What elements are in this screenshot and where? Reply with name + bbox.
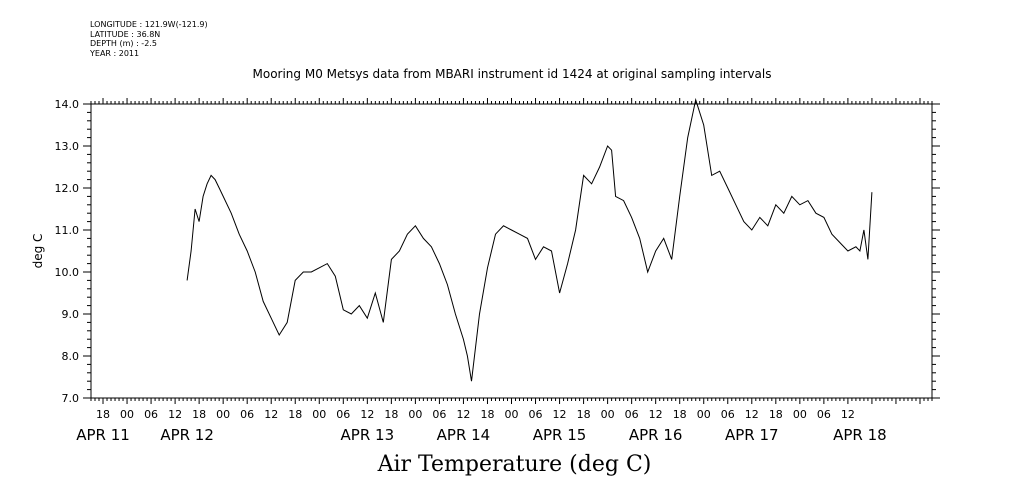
x-tick-label: 00 <box>312 408 326 421</box>
x-tick-label: 00 <box>697 408 711 421</box>
x-tick-label: 00 <box>120 408 134 421</box>
date-label: APR 16 <box>629 426 683 444</box>
y-tick-labels: 7.0 8.0 9.0 10.0 11.0 12.0 13.0 14.0 <box>55 98 80 405</box>
date-label: APR 12 <box>160 426 214 444</box>
date-label: APR 15 <box>533 426 587 444</box>
x-tick-label: 00 <box>793 408 807 421</box>
x-tick-label: 06 <box>432 408 446 421</box>
date-label: APR 11 <box>76 426 130 444</box>
depth-text: DEPTH (m) : -2.5 <box>90 39 157 48</box>
x-tick-label: 18 <box>577 408 591 421</box>
y-tick-label: 14.0 <box>55 98 80 111</box>
x-tick-label: 12 <box>456 408 470 421</box>
x-tick-label: 12 <box>360 408 374 421</box>
air-temperature-line <box>186 97 873 382</box>
y-tick-label: 9.0 <box>62 308 80 321</box>
date-label: APR 17 <box>725 426 779 444</box>
x-tick-label: 06 <box>625 408 639 421</box>
x-tick-label: 12 <box>841 408 855 421</box>
x-tick-label: 18 <box>96 408 110 421</box>
date-labels: APR 11 APR 12 APR 13 APR 14 APR 15 APR 16 APR … <box>76 426 886 444</box>
x-tick-label: 18 <box>769 408 783 421</box>
y-axis-label: deg C <box>31 234 45 269</box>
date-label: APR 14 <box>437 426 491 444</box>
x-tick-label: 00 <box>216 408 230 421</box>
x-tick-label: 12 <box>649 408 663 421</box>
metadata-block: LONGITUDE : 121.9W(-121.9) LATITUDE : 36… <box>90 20 208 58</box>
x-tick-label: 18 <box>288 408 302 421</box>
x-tick-label: 06 <box>144 408 158 421</box>
x-tick-label: 06 <box>721 408 735 421</box>
x-tick-label: 18 <box>673 408 687 421</box>
x-tick-label: 18 <box>480 408 494 421</box>
x-tick-label: 12 <box>553 408 567 421</box>
date-label: APR 18 <box>833 426 887 444</box>
x-tick-label: 06 <box>529 408 543 421</box>
y-tick-label: 7.0 <box>62 392 80 405</box>
chart-title: Mooring M0 Metsys data from MBARI instru… <box>252 67 772 81</box>
y-tick-label: 10.0 <box>55 266 80 279</box>
y-tick-label: 8.0 <box>62 350 80 363</box>
x-tick-label: 00 <box>601 408 615 421</box>
y-tick-label: 13.0 <box>55 140 80 153</box>
x-tick-label: 12 <box>264 408 278 421</box>
x-tick-label: 18 <box>384 408 398 421</box>
x-tick-labels: 18 00 06 12 18 00 06 12 18 00 06 12 18 00 06 12 18 00 06 12… <box>96 408 855 421</box>
x-tick-label: 12 <box>168 408 182 421</box>
y-tick-label: 12.0 <box>55 182 80 195</box>
x-tick-label: 12 <box>745 408 759 421</box>
x-tick-label: 00 <box>505 408 519 421</box>
plot-frame <box>90 103 933 399</box>
date-label: APR 13 <box>341 426 395 444</box>
longitude-text: LONGITUDE : 121.9W(-121.9) <box>90 20 208 29</box>
x-tick-label: 00 <box>408 408 422 421</box>
latitude-text: LATITUDE : 36.8N <box>90 29 161 39</box>
x-axis-title: Air Temperature (deg C) <box>377 452 652 477</box>
x-tick-label: 06 <box>817 408 831 421</box>
tick-marks <box>83 98 940 404</box>
x-tick-label: 18 <box>192 408 206 421</box>
x-tick-label: 06 <box>240 408 254 421</box>
y-tick-label: 11.0 <box>55 224 80 237</box>
year-text: YEAR : 2011 <box>90 48 140 58</box>
x-tick-label: 06 <box>336 408 350 421</box>
